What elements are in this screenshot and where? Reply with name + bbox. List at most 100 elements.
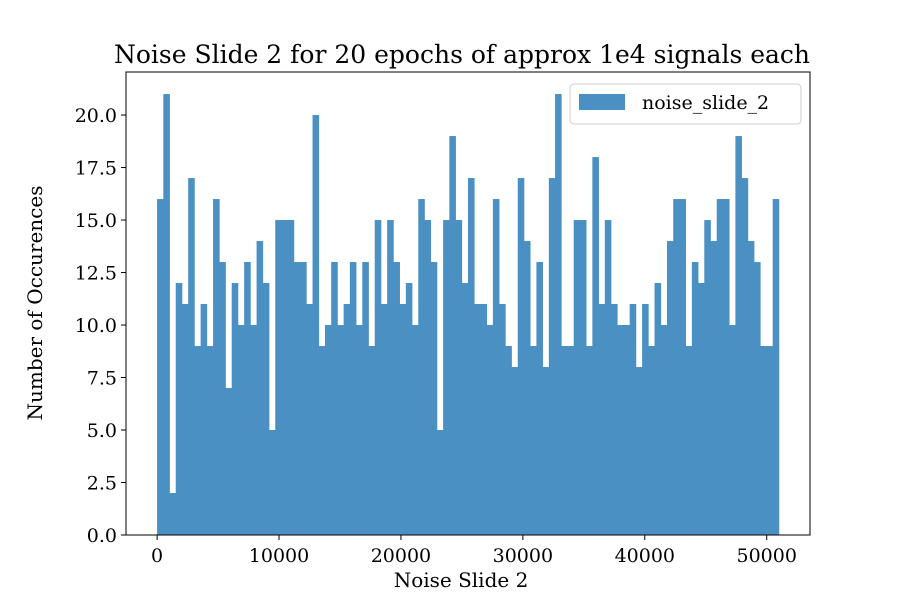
histogram-bar [157, 199, 164, 535]
x-tick-label: 20000 [371, 545, 431, 567]
histogram-bar [219, 262, 226, 535]
histogram-bar [474, 304, 481, 535]
histogram-bar [231, 283, 239, 535]
histogram-bar [399, 304, 407, 535]
histogram-bar [356, 325, 363, 535]
histogram-bar [480, 304, 488, 535]
histogram-bar [436, 430, 444, 535]
legend-frame [569, 83, 802, 125]
histogram-bar [561, 346, 568, 535]
histogram-bar [306, 304, 313, 535]
histogram-bar [648, 346, 655, 535]
histogram-bar [704, 220, 711, 536]
histogram-bar [729, 325, 736, 535]
histogram-bar [449, 136, 456, 535]
x-tick-label: 10000 [249, 545, 309, 567]
histogram-bar [455, 220, 463, 536]
histogram-bar [269, 430, 276, 535]
y-axis-label: Number of Occurences [23, 186, 47, 421]
y-tick-label: 20.0 [75, 105, 117, 127]
histogram-bar [368, 346, 376, 535]
histogram-bar [716, 199, 724, 535]
histogram-bar [604, 220, 612, 536]
histogram-bar [499, 304, 506, 535]
histogram-bar [735, 136, 742, 535]
histogram-bar [405, 283, 413, 535]
histogram-bar [747, 241, 755, 536]
y-tick-label: 7.5 [87, 368, 117, 390]
legend-swatch [579, 94, 625, 110]
y-tick-label: 0.0 [87, 525, 117, 547]
x-axis-label: Noise Slide 2 [394, 568, 529, 592]
histogram-bar [312, 115, 320, 535]
histogram-bar [592, 157, 599, 535]
histogram-bar [275, 220, 282, 536]
legend: noise_slide_2 [569, 83, 802, 125]
x-tick-label: 0 [151, 545, 163, 567]
histogram-bar [213, 199, 220, 535]
histogram-bar [281, 220, 289, 536]
histogram-bar [181, 304, 189, 535]
histogram-bar [579, 220, 587, 536]
histogram-bar [611, 304, 618, 535]
histogram-bar [573, 220, 581, 536]
histogram-bar [318, 346, 326, 535]
histogram-bar [754, 262, 761, 535]
histogram-bar [337, 325, 344, 535]
histogram-bar [461, 283, 469, 535]
histogram-bar [237, 325, 245, 535]
histogram-bar [430, 262, 438, 535]
histogram-bar [418, 199, 425, 535]
axes [125, 71, 811, 536]
histogram-bar [760, 346, 767, 535]
histogram-bar [443, 220, 450, 536]
histogram-bar [200, 304, 208, 535]
histogram-bar [660, 325, 668, 535]
x-tick-label: 30000 [493, 545, 553, 567]
y-tick-label: 2.5 [87, 473, 117, 495]
histogram-bar [287, 220, 295, 536]
histogram-bar [387, 220, 394, 536]
histogram-bar [741, 178, 749, 535]
histogram-bar [300, 262, 307, 535]
plot-frame [125, 71, 811, 536]
histogram-bar [380, 304, 388, 535]
histogram-bar [698, 283, 705, 535]
histogram-bar [244, 262, 251, 535]
histogram-bar [331, 262, 338, 535]
histogram-bar [722, 199, 730, 535]
histogram-bar [349, 262, 357, 535]
histogram-bar [536, 262, 543, 535]
histogram-bars [157, 94, 780, 536]
histogram-bar [685, 346, 693, 535]
histogram-bar [542, 367, 550, 535]
histogram-bar [175, 283, 183, 535]
histogram-bar [163, 94, 170, 536]
legend-label: noise_slide_2 [642, 92, 769, 114]
x-tick-label: 40000 [615, 545, 675, 567]
y-tick-label: 5.0 [87, 420, 117, 442]
y-tick-label: 10.0 [75, 315, 117, 337]
histogram-bar [412, 325, 419, 535]
histogram-bar [468, 178, 475, 535]
histogram-bar [505, 346, 512, 535]
histogram-bar [324, 325, 332, 535]
histogram-bar [343, 304, 351, 535]
histogram-bar [256, 241, 264, 536]
histogram-bar [654, 283, 662, 535]
histogram-bar [548, 178, 556, 535]
histogram-bar [492, 199, 500, 535]
histogram-bar [679, 199, 686, 535]
y-tick-label: 15.0 [75, 210, 117, 232]
histogram-bar [225, 388, 233, 535]
x-tick-label: 50000 [736, 545, 796, 567]
histogram-bar [523, 241, 531, 536]
y-axis-ticks: 0.0 2.5 5.0 7.5 10.0 12.5 15.0 17.5 20.0 [75, 105, 126, 547]
histogram-bar [424, 220, 432, 536]
histogram-bar [772, 199, 780, 535]
histogram-bar [691, 262, 699, 535]
histogram-bar [673, 199, 680, 535]
histogram-bar [598, 304, 606, 535]
